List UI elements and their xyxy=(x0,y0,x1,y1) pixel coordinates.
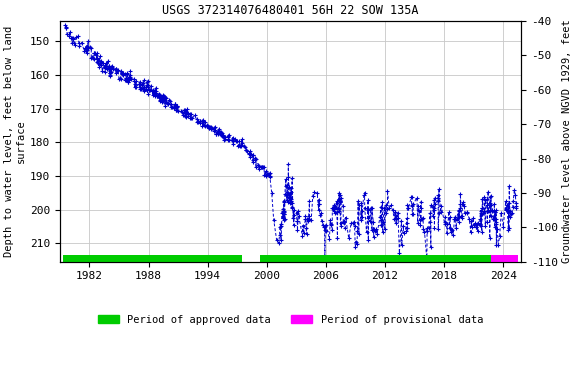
Y-axis label: Groundwater level above NGVD 1929, feet: Groundwater level above NGVD 1929, feet xyxy=(562,20,572,263)
Title: USGS 372314076480401 56H 22 SOW 135A: USGS 372314076480401 56H 22 SOW 135A xyxy=(162,4,419,17)
Legend: Period of approved data, Period of provisional data: Period of approved data, Period of provi… xyxy=(93,310,487,329)
Y-axis label: Depth to water level, feet below land
surface: Depth to water level, feet below land su… xyxy=(4,26,26,257)
